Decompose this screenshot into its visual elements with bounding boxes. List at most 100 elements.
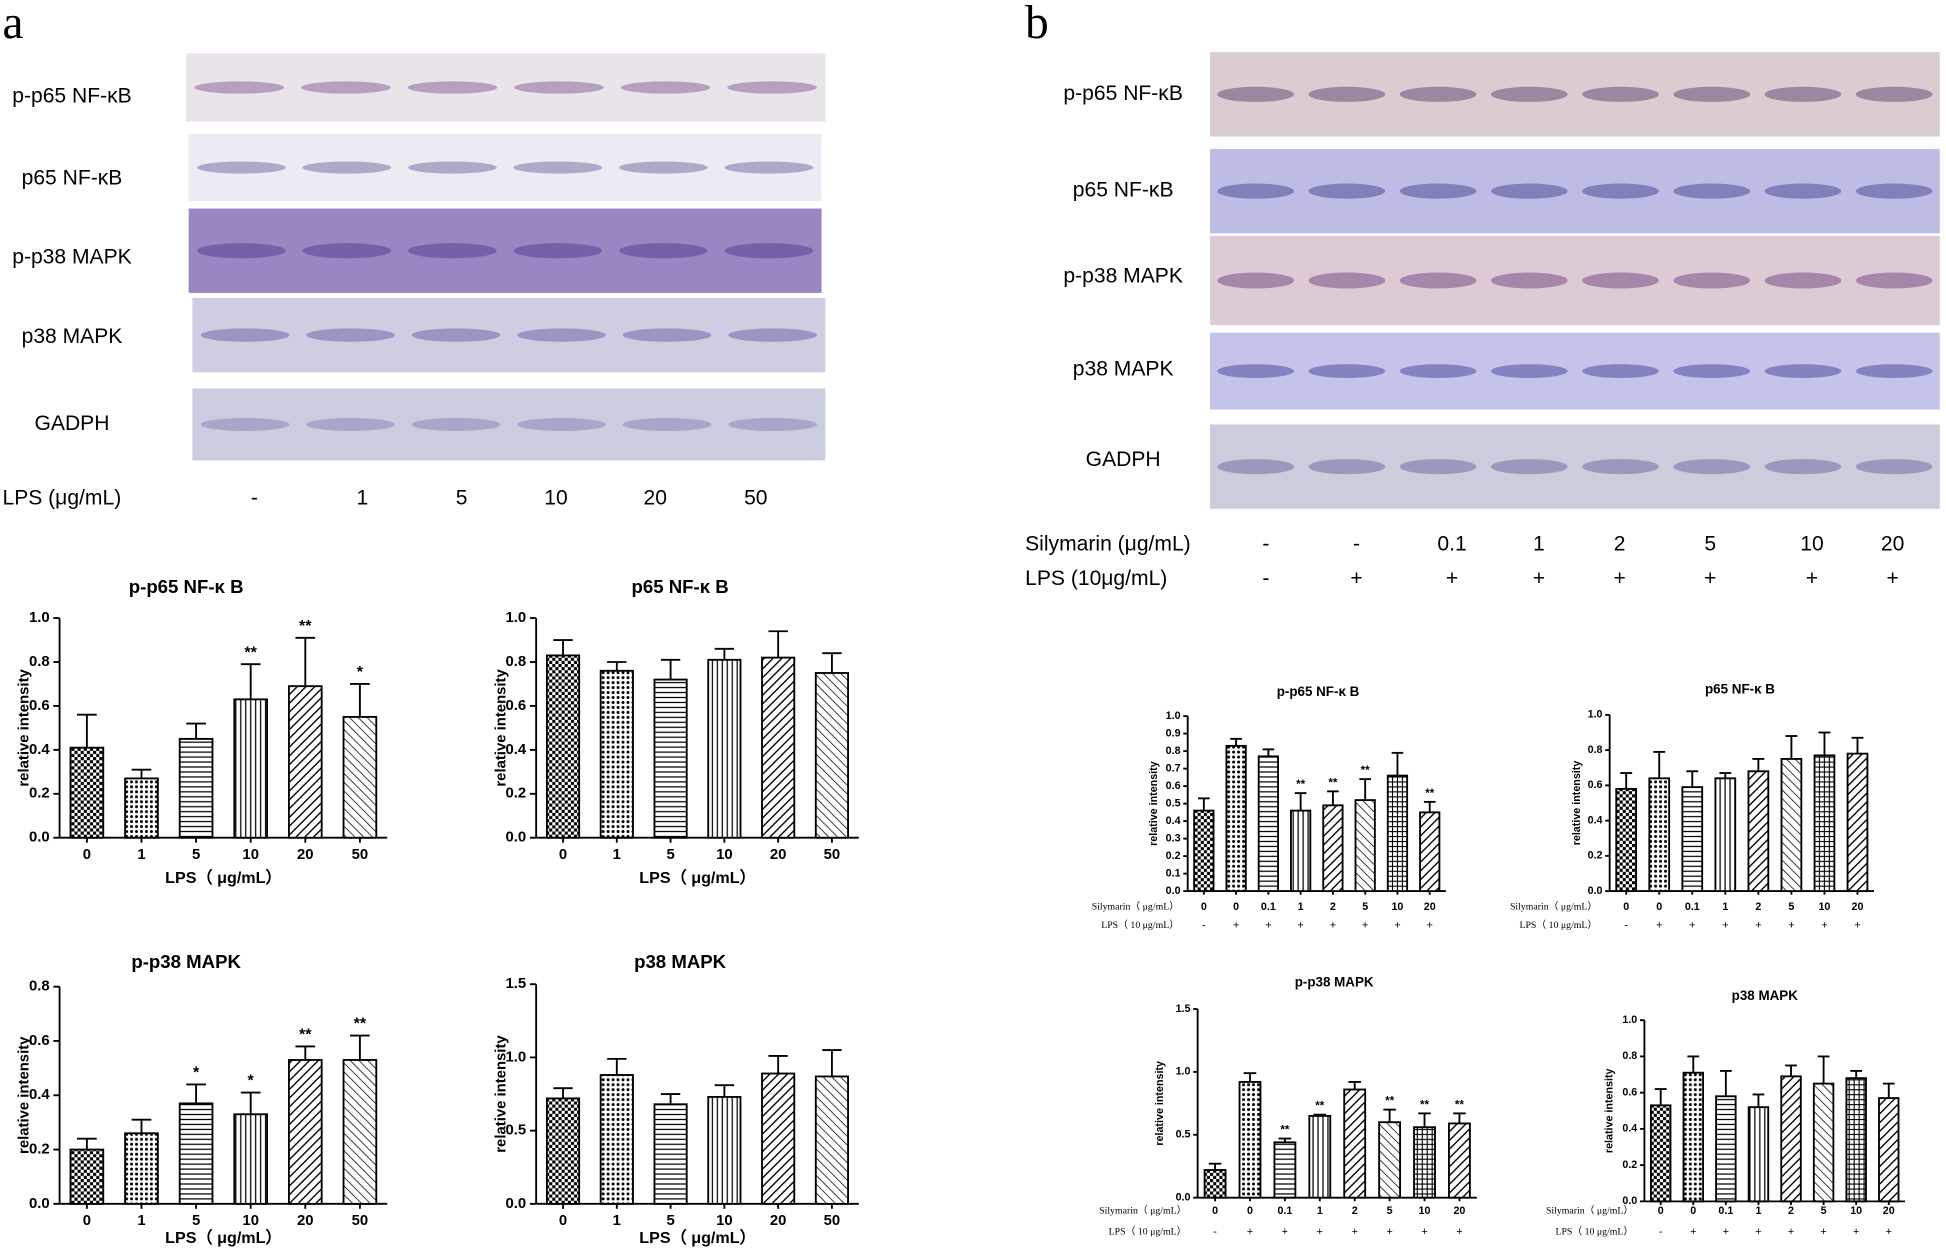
significance: ** xyxy=(354,1015,367,1033)
blot-band xyxy=(619,243,708,259)
x-tick-label: 10 xyxy=(1850,1205,1862,1217)
x-tick-label: 5 xyxy=(192,1213,200,1229)
bar xyxy=(1780,1075,1802,1203)
y-axis-label: relative intensity xyxy=(1603,1068,1615,1153)
blot-band xyxy=(408,243,497,259)
blot-band xyxy=(302,161,392,174)
lane-label: 20 xyxy=(1881,532,1904,555)
x-row-label: + xyxy=(1330,920,1336,932)
blot-band xyxy=(1217,183,1294,199)
blot xyxy=(188,208,822,293)
significance: ** xyxy=(1361,764,1371,777)
x-tick-label: 5 xyxy=(1387,1205,1393,1217)
y-tick-label: 0.4 xyxy=(1588,814,1603,826)
x-row-label: + xyxy=(1853,1226,1859,1238)
bar xyxy=(1650,1104,1672,1203)
x-tick-label: 0 xyxy=(1690,1205,1696,1217)
x-row-label: + xyxy=(1421,1226,1427,1238)
x-tick-label: 0 xyxy=(1658,1205,1664,1217)
x-tick-label: 0 xyxy=(1233,901,1239,913)
x-row-label: + xyxy=(1689,920,1695,932)
x-tick-label: 5 xyxy=(666,847,674,863)
y-tick-label: 0.4 xyxy=(1622,1123,1637,1135)
x-tick-label: 2 xyxy=(1330,901,1336,913)
x-row-label: - xyxy=(1213,1226,1217,1238)
x-row-title: Silymarin（ μg/mL） xyxy=(1510,900,1597,912)
blot-band xyxy=(1308,86,1386,102)
x-tick-label: 0 xyxy=(1212,1205,1218,1217)
blot-band xyxy=(1490,183,1568,199)
y-tick-label: 0.8 xyxy=(29,979,50,995)
x-axis-label: LPS（ μg/mL） xyxy=(639,1229,755,1247)
lane-label: - xyxy=(1353,532,1360,555)
significance: ** xyxy=(244,643,257,661)
significance: * xyxy=(357,663,364,681)
x-row-label: - xyxy=(1659,1226,1663,1238)
x-tick-label: 20 xyxy=(770,1213,787,1229)
y-tick-label: 0.4 xyxy=(29,1087,50,1103)
bar xyxy=(1681,786,1704,893)
lane-label: 50 xyxy=(744,487,767,510)
blot-band xyxy=(622,417,712,431)
blot-band xyxy=(1764,364,1842,379)
blot-band xyxy=(619,161,708,174)
bar xyxy=(1846,752,1869,893)
x-tick-label: 1 xyxy=(613,847,621,863)
lane-label: - xyxy=(1262,567,1269,590)
x-tick-label: 1 xyxy=(1722,901,1728,913)
x-axis-label: LPS（ μg/mL） xyxy=(165,1229,281,1247)
x-tick-label: 0 xyxy=(559,1213,567,1229)
x-tick-label: 10 xyxy=(716,1213,733,1229)
bar xyxy=(1845,1077,1867,1203)
bar xyxy=(1747,1106,1770,1203)
x-row-label: + xyxy=(1265,920,1271,932)
y-tick-label: 0.8 xyxy=(1588,744,1603,756)
blot-band xyxy=(620,81,711,94)
y-tick-label: 0.8 xyxy=(1166,745,1181,757)
y-tick-label: 1.5 xyxy=(1176,1003,1191,1015)
y-tick-label: 1.0 xyxy=(1166,710,1181,722)
x-row-label: + xyxy=(1722,920,1728,932)
lane-label: + xyxy=(1806,567,1818,590)
blot-band xyxy=(1399,272,1477,289)
x-tick-label: 50 xyxy=(824,847,841,863)
bar xyxy=(1290,809,1312,893)
blot-band xyxy=(1217,86,1294,102)
blot-band xyxy=(1308,459,1386,475)
x-tick-label: 50 xyxy=(352,847,369,863)
significance: * xyxy=(248,1072,255,1090)
blot-band xyxy=(1582,272,1659,289)
y-tick-label: 0.2 xyxy=(29,786,50,802)
y-tick-label: 1.0 xyxy=(1588,709,1603,721)
x-tick-label: 1 xyxy=(137,1213,145,1229)
blot-band xyxy=(1582,183,1659,199)
bar xyxy=(1322,804,1344,893)
blot xyxy=(186,53,826,122)
x-tick-label: 20 xyxy=(297,847,314,863)
y-tick-label: 0.8 xyxy=(506,654,527,670)
x-row-title: Silymarin（ μg/mL） xyxy=(1546,1205,1633,1217)
bar xyxy=(1273,1141,1297,1199)
bar xyxy=(707,658,742,839)
blot-band xyxy=(622,328,712,342)
bar xyxy=(287,1059,323,1205)
bar xyxy=(814,672,849,839)
bar xyxy=(1308,1114,1332,1199)
y-tick-label: 0.0 xyxy=(29,1196,50,1212)
bar xyxy=(1343,1088,1367,1199)
y-tick-label: 1.0 xyxy=(1622,1014,1637,1026)
x-tick-label: 0 xyxy=(1623,901,1629,913)
y-tick-label: 0.8 xyxy=(29,654,50,670)
blot-band xyxy=(1490,459,1568,475)
y-tick-label: 0.4 xyxy=(1166,815,1181,827)
bar xyxy=(1225,744,1247,893)
x-row-label: + xyxy=(1854,920,1860,932)
x-tick-label: 1 xyxy=(1298,901,1304,913)
blot-label: p65 NF-κB xyxy=(22,166,123,189)
x-row-title: Silymarin（ μg/mL） xyxy=(1092,900,1179,912)
x-row-label: + xyxy=(1690,1226,1696,1238)
y-tick-label: 0.9 xyxy=(1166,727,1181,739)
blot-band xyxy=(517,328,606,342)
bar xyxy=(1413,1126,1436,1199)
